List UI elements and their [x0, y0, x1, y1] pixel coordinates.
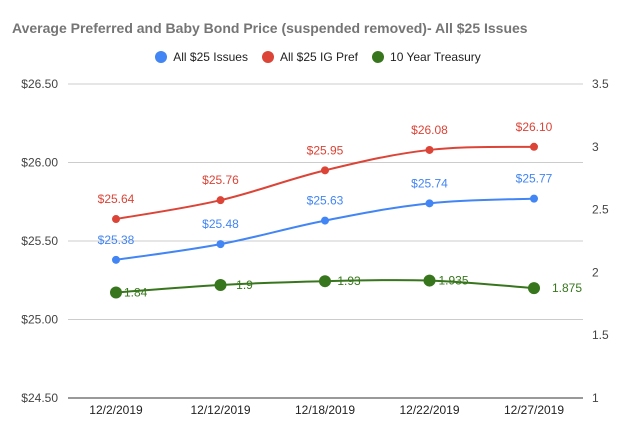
x-tick-label: 12/27/2019: [504, 403, 564, 417]
data-label-all-25-ig-pref: $26.10: [516, 120, 553, 134]
data-point-all-25-issues: [530, 194, 538, 203]
y-tick-label-right: 3.5: [592, 77, 609, 91]
legend-label: All $25 IG Pref: [279, 50, 359, 64]
data-label-10-year-treasury: 1.93: [337, 274, 361, 288]
data-label-10-year-treasury: 1.875: [552, 281, 582, 295]
legend-item-treasury[interactable]: 10 Year Treasury: [372, 50, 481, 64]
x-tick-label: 12/12/2019: [190, 403, 250, 417]
x-tick-label: 12/2/2019: [89, 403, 143, 417]
legend-marker-icon: [155, 51, 168, 63]
y-tick-label-left: $26.50: [21, 77, 58, 91]
data-label-all-25-ig-pref: $25.95: [307, 143, 344, 157]
y-tick-label-right: 2: [592, 265, 599, 279]
data-point-all-25-ig-pref: [216, 196, 225, 205]
data-label-all-25-ig-pref: $25.64: [98, 192, 135, 206]
series-line-all-25-ig-pref: [115, 145, 535, 221]
y-tick-label-left: $24.50: [21, 391, 58, 405]
legend-item-ig-pref[interactable]: All $25 IG Pref: [261, 50, 359, 64]
data-point-all-25-ig-pref: [112, 215, 120, 224]
data-point-10-year-treasury: [214, 278, 227, 291]
data-point-all-25-issues: [216, 240, 225, 249]
x-tick-label: 12/18/2019: [295, 403, 355, 417]
y-tick-label-right: 1.5: [592, 328, 609, 342]
data-point-10-year-treasury: [110, 286, 122, 299]
y-tick-label-right: 3: [592, 140, 599, 154]
data-point-all-25-ig-pref: [321, 166, 329, 175]
data-label-all-25-issues: $25.77: [516, 172, 553, 186]
data-label-all-25-ig-pref: $25.76: [202, 173, 239, 187]
legend-marker-icon: [372, 51, 385, 63]
data-label-10-year-treasury: 1.9: [236, 278, 253, 292]
data-point-all-25-ig-pref: [530, 142, 538, 151]
data-point-10-year-treasury: [319, 275, 331, 288]
data-point-10-year-treasury: [423, 274, 436, 287]
data-label-all-25-issues: $25.48: [202, 217, 239, 231]
legend-label: All $25 Issues: [173, 50, 248, 64]
data-point-all-25-issues: [112, 255, 120, 264]
data-label-all-25-issues: $25.63: [307, 194, 344, 208]
data-label-all-25-ig-pref: $26.08: [411, 123, 448, 137]
x-tick-label: 12/22/2019: [399, 403, 459, 417]
data-label-10-year-treasury: 1.935: [438, 274, 468, 288]
legend-marker-icon: [261, 51, 274, 63]
legend-label: 10 Year Treasury: [390, 50, 481, 64]
y-tick-label-right: 2.5: [592, 203, 609, 217]
y-tick-label-left: $25.00: [21, 313, 58, 327]
data-point-all-25-ig-pref: [425, 145, 434, 154]
y-tick-label-right: 1: [592, 391, 599, 405]
data-point-all-25-issues: [321, 216, 329, 225]
data-label-all-25-issues: $25.74: [411, 176, 448, 190]
legend-item-all-issues[interactable]: All $25 Issues: [155, 50, 248, 64]
legend: All $25 Issues All $25 IG Pref 10 Year T…: [0, 50, 636, 64]
y-tick-label-left: $26.00: [21, 156, 58, 170]
y-tick-label-left: $25.50: [21, 234, 58, 248]
data-label-10-year-treasury: 1.84: [124, 285, 148, 299]
data-label-all-25-issues: $25.38: [98, 233, 135, 247]
chart-title: Average Preferred and Baby Bond Price (s…: [12, 20, 528, 36]
data-point-10-year-treasury: [528, 282, 540, 295]
data-point-all-25-issues: [425, 199, 434, 208]
